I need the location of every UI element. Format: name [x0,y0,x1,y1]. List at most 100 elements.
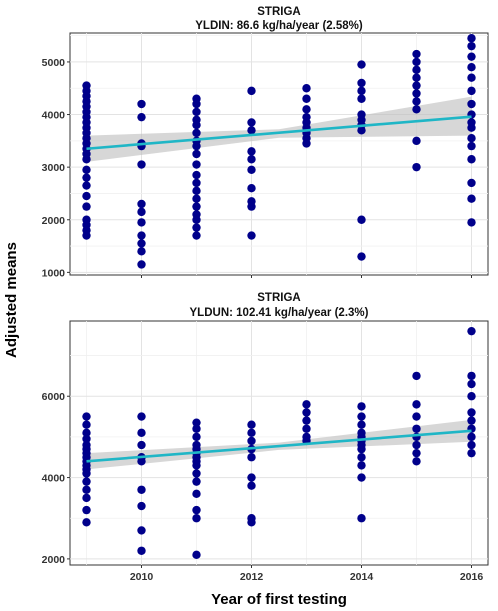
data-point [82,155,91,164]
data-point [137,260,146,269]
data-point [302,139,311,148]
x-tick-label: 2016 [460,571,484,583]
data-point [467,134,476,143]
data-point [247,231,256,240]
data-point [192,194,201,203]
data-point [192,120,201,130]
data-point [357,94,366,103]
data-point [137,112,146,122]
data-point [302,84,311,93]
data-point [412,371,421,381]
data-point [192,469,201,478]
data-point [137,99,146,109]
data-point [357,78,366,88]
data-point [467,326,476,336]
data-point [467,379,476,389]
data-point [137,231,146,240]
confidence-band [86,96,472,162]
data-point [82,493,91,503]
y-tick-label: 6000 [42,391,66,403]
data-point [137,199,146,209]
data-point [82,420,91,429]
data-point [247,428,256,438]
data-point [192,432,201,442]
data-point [302,400,311,409]
data-point [412,440,421,450]
data-point [192,178,201,188]
data-point [412,97,421,106]
y-axis-title: Adjusted means [3,242,20,358]
data-point [357,473,366,482]
data-point [192,160,201,169]
data-point [467,41,476,51]
data-point [247,453,256,462]
data-point [467,408,476,417]
data-point [137,457,146,466]
data-point [247,147,256,156]
data-point [192,550,201,560]
data-point [467,73,476,82]
data-point [82,173,91,182]
data-point [467,416,476,425]
data-point [192,215,201,224]
data-point [412,89,421,98]
y-tick-label: 5000 [42,57,66,69]
regression-line [86,429,472,463]
y-tick-label: 4000 [42,110,66,122]
data-point [412,73,421,82]
confidence-band [86,419,472,470]
data-point [302,424,311,433]
data-point [357,60,366,69]
data-point [467,86,476,96]
data-point [302,416,311,425]
data-point [192,424,201,433]
data-point [467,371,476,381]
data-point [137,160,146,169]
data-point [247,118,256,127]
data-point [247,420,256,429]
data-point [247,155,256,164]
data-point [357,453,366,462]
data-point [467,155,476,164]
data-point [302,105,311,114]
data-point [412,105,421,114]
data-point [412,81,421,90]
data-point [467,99,476,109]
data-point [357,461,366,470]
data-point [412,136,421,146]
data-point [137,526,146,535]
data-point [467,62,476,72]
data-point [192,505,201,515]
data-point [192,170,201,180]
data-point [192,514,201,523]
data-point [467,218,476,227]
y-tick-label: 4000 [42,473,66,485]
data-point [412,457,421,466]
data-point [82,485,91,494]
data-point [247,126,256,135]
data-point [357,215,366,224]
data-point [357,126,366,135]
data-point [412,49,421,59]
data-point [467,178,476,188]
data-point [467,392,476,401]
data-point [82,231,91,240]
data-point [82,469,91,478]
data-point [247,436,256,446]
panel-subtitle: YLDUN: 102.41 kg/ha/year (2.3%) [190,307,369,319]
data-point [247,165,256,174]
data-point [137,412,146,421]
data-point [412,65,421,75]
y-tick-label: 1000 [42,267,66,279]
data-point [467,52,476,61]
data-point [82,477,91,486]
x-tick-label: 2012 [240,571,264,583]
data-point [247,183,256,193]
data-point [82,428,91,438]
x-axis-title: Year of first testing [211,591,347,608]
data-point [467,34,476,43]
y-tick-label: 2000 [42,215,66,227]
data-point [82,412,91,421]
x-tick-label: 2014 [350,571,374,583]
